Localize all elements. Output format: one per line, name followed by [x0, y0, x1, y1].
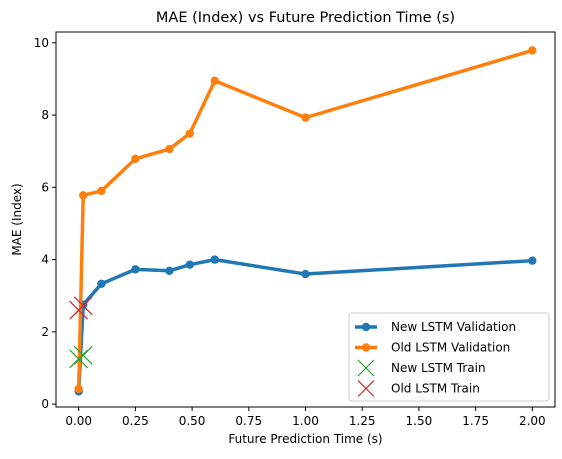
series-2-marker	[73, 345, 93, 365]
legend-box	[348, 312, 550, 402]
x-tick-label: 1.00	[292, 414, 319, 428]
y-tick-label: 4	[41, 253, 49, 267]
legend-marker-swatch	[361, 322, 371, 332]
series-0-point	[165, 266, 174, 276]
legend-entry-label: Old LSTM Train	[391, 382, 480, 396]
legend-marker-swatch	[361, 343, 371, 352]
legend-entry-label: New LSTM Train	[391, 361, 486, 375]
legend-marker-swatch	[357, 359, 375, 377]
legend-entry-label: Old LSTM Validation	[391, 341, 510, 355]
x-tick-label: 1.25	[349, 414, 376, 428]
x-tick-label: 1.50	[406, 414, 433, 428]
series-0-point	[210, 255, 219, 264]
series-1-point	[131, 154, 140, 164]
series-layer	[69, 46, 537, 396]
y-tick-label: 10	[34, 36, 49, 50]
legend-entry-label: New LSTM Validation	[391, 320, 516, 334]
series-1-point	[301, 113, 310, 122]
y-tick-label: 2	[41, 325, 49, 339]
series-3-marker	[73, 296, 93, 316]
x-tick-label: 0.00	[65, 414, 92, 428]
series-1-point	[185, 129, 195, 138]
legend: New LSTM Validation Old LSTM Validation Ne…	[348, 312, 550, 402]
y-axis: 0 2 4 6 8 10	[34, 36, 56, 411]
x-tick-label: 0.25	[122, 414, 149, 428]
x-tick-label: 0.75	[235, 414, 262, 428]
x-tick-label: 2.00	[519, 414, 546, 428]
chart-title: MAE (Index) vs Future Prediction Time (s…	[156, 10, 455, 26]
series-0-point	[131, 265, 140, 274]
series-0-point	[97, 279, 106, 289]
series-0-point	[185, 260, 195, 269]
y-tick-label: 8	[41, 108, 49, 122]
x-tick-label: 0.50	[179, 414, 206, 428]
legend-marker-swatch	[357, 380, 375, 397]
series-1-point	[165, 144, 174, 154]
x-tick-label: 1.75	[462, 414, 489, 428]
x-axis-label: Future Prediction Time (s)	[228, 432, 382, 446]
series-1-point	[528, 46, 537, 55]
series-1-point	[79, 191, 88, 200]
series-1-point	[74, 384, 83, 394]
series-2-marker	[69, 349, 89, 369]
y-tick-label: 6	[41, 180, 49, 194]
y-axis-label: MAE (Index)	[10, 183, 24, 255]
series-1-point	[97, 186, 106, 196]
series-1-point	[210, 76, 219, 85]
y-tick-label: 0	[41, 397, 49, 411]
series-0-point	[301, 269, 310, 279]
series-0-point	[528, 256, 537, 265]
x-axis: 0.00 0.25 0.50 0.75 1.00 1.25 1.50 1.75 2.00	[65, 407, 546, 428]
